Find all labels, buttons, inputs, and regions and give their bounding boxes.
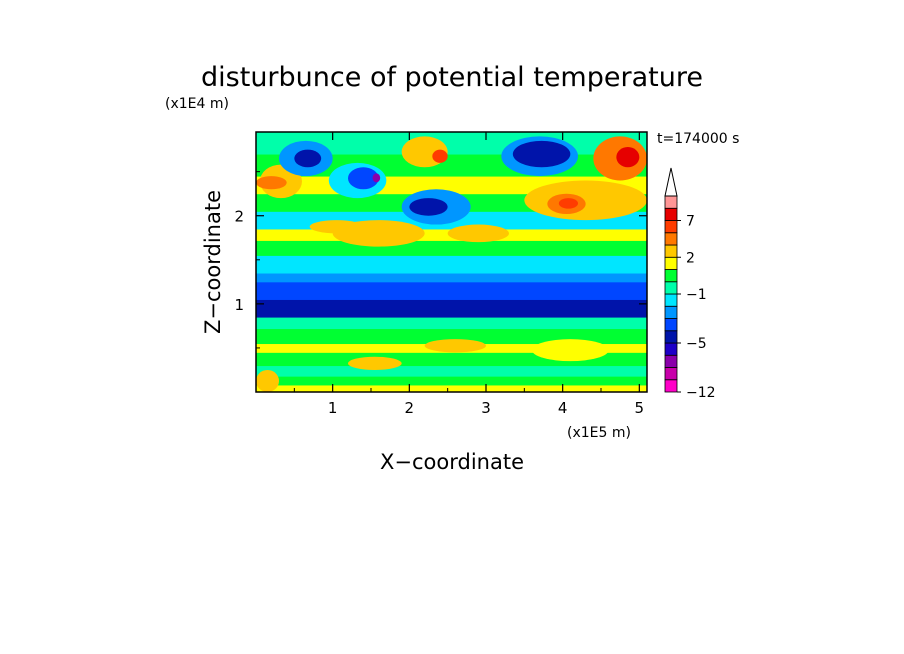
colorbar-label: −5 — [686, 336, 707, 352]
x-tick-label: 1 — [328, 399, 338, 417]
colorbar-extend-arrow — [664, 167, 678, 197]
heatmap-cell-5 — [348, 167, 379, 190]
chart-title: disturbunce of potential temperature — [201, 62, 703, 93]
colorbar-swatch-3 — [664, 342, 678, 356]
colorbar: 7 2 −1 −5 −12 — [664, 167, 716, 401]
colorbar-swatch-10 — [664, 256, 678, 270]
heatmap-band-9 — [256, 273, 647, 283]
axis-ticks: 1 2 3 4 5 1 2 — [234, 132, 647, 417]
heatmap-cells — [256, 132, 647, 392]
y-unit-label: (x1E4 m) — [165, 96, 229, 112]
colorbar-label: 2 — [686, 250, 695, 266]
heatmap-cell-22 — [424, 339, 487, 353]
heatmap-cell-6 — [372, 173, 381, 183]
colorbar-swatch-14 — [664, 207, 678, 221]
heatmap-cell-3 — [294, 149, 322, 168]
heatmap-cell-1 — [256, 176, 287, 190]
heatmap-cell-15 — [558, 198, 579, 209]
heatmap-cell-23 — [532, 339, 609, 362]
heatmap-band-0 — [256, 384, 647, 392]
colorbar-swatch-8 — [664, 281, 678, 295]
colorbar-swatch-12 — [664, 232, 678, 246]
colorbar-label: −1 — [686, 287, 707, 303]
time-label: t=174000 s — [657, 131, 739, 147]
heatmap-cell-13 — [524, 180, 647, 221]
x-unit-label: (x1E5 m) — [567, 425, 631, 441]
heatmap-cell-8 — [432, 149, 448, 163]
colorbar-label: 7 — [686, 214, 695, 230]
heatmap-cell-20 — [309, 220, 364, 234]
x-tick-label: 2 — [405, 399, 415, 417]
colorbar-swatch-13 — [664, 220, 678, 234]
heatmap-band-6 — [256, 317, 647, 330]
heatmap-band-5 — [256, 328, 647, 345]
colorbar-swatch-9 — [664, 269, 678, 283]
y-axis-label: Z−coordinate — [201, 190, 225, 334]
heatmap-cell-24 — [348, 356, 402, 370]
heatmap-cell-17 — [616, 146, 640, 168]
colorbar-swatch-1 — [664, 367, 678, 381]
colorbar-swatch-4 — [664, 330, 678, 344]
colorbar-swatch-2 — [664, 354, 678, 368]
x-tick-label: 4 — [558, 399, 568, 417]
heatmap-cell-12 — [512, 140, 571, 168]
heatmap-band-1 — [256, 376, 647, 386]
x-axis-label: X−coordinate — [380, 450, 524, 474]
heatmap-band-11 — [256, 240, 647, 256]
colorbar-swatch-5 — [664, 318, 678, 332]
colorbar-swatch-11 — [664, 244, 678, 258]
colorbar-swatch-6 — [664, 305, 678, 319]
heatmap-band-7 — [256, 299, 647, 318]
heatmap-band-8 — [256, 281, 647, 300]
heatmap-cell-21 — [256, 369, 279, 392]
colorbar-swatch-0 — [664, 379, 678, 393]
heatmap-cell-10 — [409, 198, 448, 216]
colorbar-swatch-7 — [664, 293, 678, 307]
heatmap-band-10 — [256, 255, 647, 274]
x-tick-label: 3 — [481, 399, 491, 417]
plot-frame — [255, 131, 648, 393]
heatmap-cell-19 — [447, 224, 510, 243]
colorbar-swatch-15 — [664, 195, 678, 209]
colorbar-label: −12 — [686, 385, 716, 401]
y-tick-label: 2 — [234, 208, 244, 226]
y-tick-label: 1 — [234, 296, 244, 314]
heatmap-band-2 — [256, 365, 647, 377]
x-tick-label: 5 — [635, 399, 645, 417]
